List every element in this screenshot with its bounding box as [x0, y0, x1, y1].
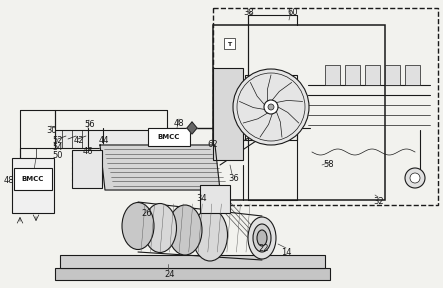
- Bar: [55, 130, 167, 148]
- Text: 54: 54: [52, 143, 62, 152]
- Text: 42: 42: [74, 136, 85, 145]
- Ellipse shape: [168, 205, 202, 255]
- Circle shape: [405, 168, 425, 188]
- Text: 26: 26: [141, 209, 152, 218]
- Ellipse shape: [193, 209, 228, 261]
- Bar: [72, 150, 102, 188]
- Text: T: T: [227, 41, 231, 46]
- Text: 22: 22: [258, 244, 268, 253]
- Bar: [148, 128, 190, 146]
- Bar: [12, 158, 54, 213]
- Text: 38: 38: [243, 8, 254, 17]
- Bar: [345, 65, 360, 85]
- Bar: [224, 38, 235, 49]
- Text: 52: 52: [52, 136, 62, 145]
- Text: 62: 62: [207, 140, 218, 149]
- Bar: [405, 65, 420, 85]
- Bar: [60, 255, 325, 268]
- Polygon shape: [187, 122, 197, 134]
- Text: BMCC: BMCC: [158, 134, 180, 140]
- Circle shape: [268, 104, 274, 110]
- Ellipse shape: [253, 224, 271, 252]
- Text: 46: 46: [83, 147, 93, 156]
- Bar: [325, 65, 340, 85]
- Circle shape: [233, 69, 309, 145]
- Text: 48: 48: [174, 119, 185, 128]
- Bar: [14, 168, 52, 190]
- Bar: [245, 75, 297, 140]
- Bar: [365, 65, 380, 85]
- Text: 56: 56: [84, 120, 95, 129]
- Bar: [213, 68, 243, 160]
- Text: 14: 14: [281, 248, 291, 257]
- Ellipse shape: [144, 204, 176, 253]
- Text: 34: 34: [196, 194, 206, 203]
- Bar: [55, 268, 330, 280]
- Text: 24: 24: [164, 270, 175, 279]
- Bar: [213, 8, 438, 205]
- Polygon shape: [100, 145, 220, 190]
- Ellipse shape: [248, 217, 276, 259]
- Bar: [200, 185, 230, 213]
- Text: 48: 48: [4, 176, 15, 185]
- Text: 50: 50: [52, 151, 62, 160]
- Text: 32: 32: [373, 197, 384, 206]
- Text: 30: 30: [46, 126, 57, 135]
- Text: 60: 60: [287, 8, 298, 17]
- Text: 44: 44: [99, 136, 109, 145]
- Circle shape: [264, 100, 278, 114]
- Circle shape: [410, 173, 420, 183]
- Bar: [213, 25, 385, 200]
- Text: BMCC: BMCC: [22, 176, 44, 182]
- Bar: [385, 65, 400, 85]
- Ellipse shape: [257, 230, 267, 246]
- Text: 36: 36: [228, 174, 239, 183]
- Ellipse shape: [122, 202, 154, 249]
- Text: 58: 58: [323, 160, 334, 169]
